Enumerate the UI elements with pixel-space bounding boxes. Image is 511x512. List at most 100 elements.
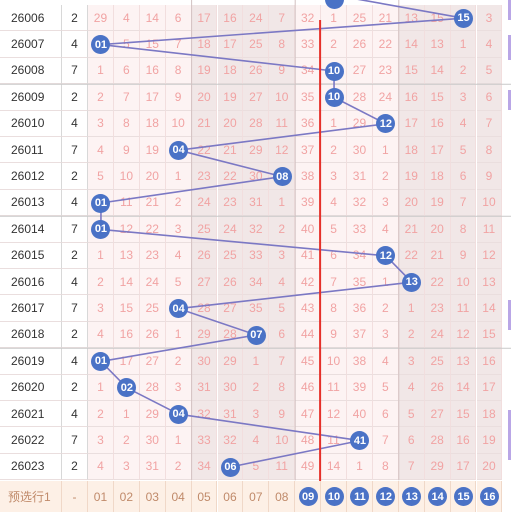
omission-cell: 29 xyxy=(243,137,270,164)
omission-cell: 3 xyxy=(165,374,192,401)
preselect-ball-12[interactable]: 12 xyxy=(376,487,396,507)
sum-value: 7 xyxy=(62,295,88,322)
omission-cell: 4 xyxy=(88,321,114,349)
hit-number-ball[interactable]: 01 xyxy=(91,193,111,213)
hit-number-ball[interactable]: 01 xyxy=(91,35,111,55)
preselect-number-02[interactable]: 02 xyxy=(113,481,140,512)
hit-number-ball[interactable]: 02 xyxy=(117,378,137,398)
hit-number-ball[interactable]: 12 xyxy=(376,246,396,266)
hit-number-ball[interactable]: 15 xyxy=(454,8,474,28)
omission-cell: 2 xyxy=(450,57,477,85)
omission-cell: 26 xyxy=(139,321,166,349)
omission-cell: 35 xyxy=(347,269,373,296)
omission-cell: 10 xyxy=(269,427,296,454)
omission-cell: 19 xyxy=(217,84,244,111)
preselect-number-07[interactable]: 07 xyxy=(243,481,270,512)
omission-cell: 19 xyxy=(139,137,166,164)
omission-cell: 11 xyxy=(476,216,503,243)
preselect-ball-11[interactable]: 11 xyxy=(350,487,370,507)
hit-number-ball[interactable]: 13 xyxy=(402,272,422,292)
omission-cell: 3 xyxy=(398,348,425,375)
sum-value: 2 xyxy=(62,242,88,269)
omission-cell: 18 xyxy=(424,163,451,190)
preselect-number-08[interactable]: 08 xyxy=(269,481,296,512)
hit-number-ball[interactable]: 06 xyxy=(220,457,240,477)
omission-cell: 5 xyxy=(398,401,425,428)
omission-cell: 10 xyxy=(113,163,140,190)
issue-number: 26017 xyxy=(0,295,62,322)
preselect-ball-15[interactable]: 15 xyxy=(454,487,474,507)
omission-cell: 1 xyxy=(321,110,347,137)
hit-number-ball[interactable]: 04 xyxy=(169,299,189,319)
preselect-ball-10[interactable]: 10 xyxy=(324,487,344,507)
omission-cell: 1 xyxy=(243,348,270,375)
hit-number-ball[interactable]: 01 xyxy=(91,219,111,239)
omission-cell: 32 xyxy=(295,5,322,32)
omission-cell: 18 xyxy=(191,31,218,58)
preselect-ball-14[interactable]: 14 xyxy=(428,487,448,507)
omission-cell: 16 xyxy=(398,84,425,111)
omission-cell: 30 xyxy=(191,348,218,375)
hit-number-ball[interactable]: 01 xyxy=(91,351,111,371)
preselect-ball-09[interactable]: 09 xyxy=(298,487,318,507)
omission-cell: 4 xyxy=(398,374,425,401)
preselect-ball-13[interactable]: 13 xyxy=(402,487,422,507)
omission-cell: 11 xyxy=(321,374,347,401)
omission-cell: 2 xyxy=(269,216,296,243)
sum-value: 4 xyxy=(62,189,88,217)
preselect-number-03[interactable]: 03 xyxy=(139,481,166,512)
omission-cell: 13 xyxy=(424,31,451,58)
preselect-number-05[interactable]: 05 xyxy=(191,481,218,512)
sum-value: 2 xyxy=(62,374,88,401)
right-edge-marker xyxy=(508,410,511,460)
omission-cell: 3 xyxy=(88,295,114,322)
omission-cell: 1 xyxy=(165,321,192,349)
omission-cell: 8 xyxy=(321,295,347,322)
hit-number-ball[interactable]: 41 xyxy=(350,431,370,451)
omission-cell: 24 xyxy=(243,5,270,32)
hit-number-ball[interactable]: 08 xyxy=(272,167,292,187)
omission-cell: 17 xyxy=(191,5,218,32)
omission-cell: 5 xyxy=(450,137,477,164)
omission-cell: 22 xyxy=(398,242,425,269)
omission-cell: 27 xyxy=(424,401,451,428)
omission-cell: 28 xyxy=(347,84,373,111)
right-edge-marker xyxy=(508,300,511,330)
omission-cell: 7 xyxy=(269,5,296,32)
omission-cell: 4 xyxy=(165,242,192,269)
hit-number-ball[interactable]: 04 xyxy=(169,404,189,424)
omission-cell: 4 xyxy=(88,453,114,481)
issue-number: 26007 xyxy=(0,31,62,58)
hit-number-ball[interactable]: 10 xyxy=(324,87,344,107)
issue-number: 26013 xyxy=(0,189,62,217)
omission-cell: 2 xyxy=(88,269,114,296)
preselect-number-04[interactable]: 04 xyxy=(165,481,192,512)
preselect-number-06[interactable]: 06 xyxy=(217,481,244,512)
omission-cell: 19 xyxy=(476,427,503,454)
omission-cell: 16 xyxy=(424,110,451,137)
omission-cell: 39 xyxy=(347,374,373,401)
hit-number-ball[interactable]: 07 xyxy=(246,325,266,345)
hit-number-ball[interactable]: 04 xyxy=(169,140,189,160)
hit-number-ball[interactable]: 10 xyxy=(324,61,344,81)
preselect-number-01[interactable]: 01 xyxy=(88,481,114,512)
omission-cell: 17 xyxy=(217,31,244,58)
hit-number-ball[interactable]: 12 xyxy=(376,114,396,134)
omission-cell: 38 xyxy=(347,348,373,375)
omission-cell: 26 xyxy=(347,31,373,58)
omission-cell: 7 xyxy=(450,189,477,217)
omission-cell: 33 xyxy=(243,242,270,269)
omission-cell: 14 xyxy=(424,57,451,85)
omission-cell: 1 xyxy=(88,57,114,85)
omission-cell: 5 xyxy=(321,216,347,243)
omission-cell: 31 xyxy=(139,453,166,481)
sum-value: 2 xyxy=(62,453,88,481)
omission-cell: 1 xyxy=(269,189,296,217)
omission-cell: 9 xyxy=(269,401,296,428)
omission-cell: 4 xyxy=(321,189,347,217)
omission-cell: 5 xyxy=(243,453,270,481)
omission-cell: 20 xyxy=(217,110,244,137)
preselect-ball-16[interactable]: 16 xyxy=(479,487,499,507)
omission-cell: 29 xyxy=(347,110,373,137)
preselect-sum: - xyxy=(62,481,88,512)
